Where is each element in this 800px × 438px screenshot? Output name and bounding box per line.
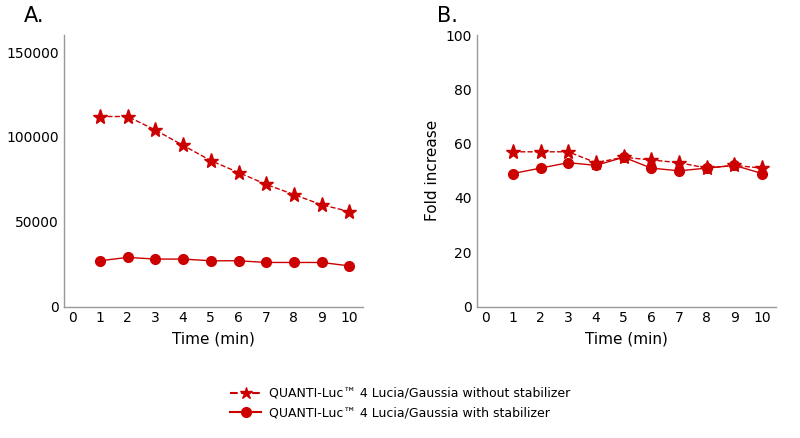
Y-axis label: Fold increase: Fold increase [425,120,440,222]
Legend: QUANTI-Luc™ 4 Lucia/Gaussia without stabilizer, QUANTI-Luc™ 4 Lucia/Gaussia with: QUANTI-Luc™ 4 Lucia/Gaussia without stab… [226,383,574,423]
Y-axis label: RLUs: RLUs [0,152,1,190]
X-axis label: Time (min): Time (min) [585,331,668,346]
Text: B.: B. [437,6,458,26]
Text: A.: A. [24,6,45,26]
X-axis label: Time (min): Time (min) [172,331,255,346]
